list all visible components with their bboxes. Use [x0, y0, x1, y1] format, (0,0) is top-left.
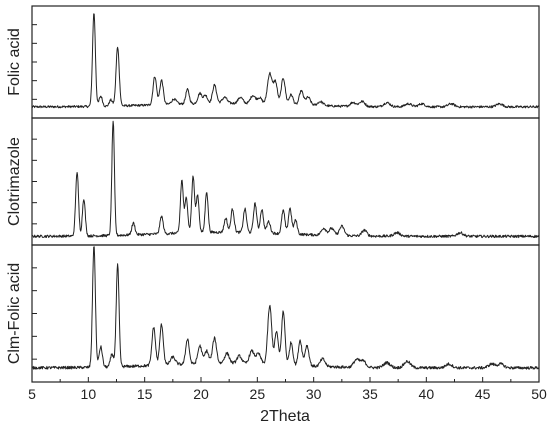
series-line: [31, 246, 540, 370]
chart-panels: Folic acid Clotrimazole Clm-Folic acid: [6, 5, 540, 383]
x-tick-label: 15: [137, 386, 153, 402]
series-label: Clm-Folic acid: [6, 263, 23, 364]
panel-2: Clotrimazole: [6, 117, 540, 246]
x-tick-label: 10: [81, 386, 97, 402]
x-axis-title: 2Theta: [260, 408, 310, 425]
panel-1: Folic acid: [6, 5, 540, 119]
x-tick-label: 40: [419, 386, 435, 402]
x-axis-ticks: 5 10 15 20 25 30 35 40 45 50: [28, 377, 547, 402]
panel-frame: [31, 5, 540, 119]
x-tick-label: 5: [28, 386, 36, 402]
series-line: [31, 120, 539, 239]
series-label: Clotrimazole: [6, 137, 23, 226]
x-tick-label: 35: [362, 386, 378, 402]
x-tick-label: 25: [250, 386, 266, 402]
x-tick-label: 45: [475, 386, 491, 402]
series-line: [31, 13, 540, 109]
x-tick-label: 30: [306, 386, 322, 402]
panel-3: Clm-Folic acid: [6, 244, 540, 383]
panel-frame: [31, 244, 540, 383]
series-label: Folic acid: [6, 28, 23, 96]
x-tick-label: 20: [193, 386, 209, 402]
x-tick-label: 50: [531, 386, 547, 402]
